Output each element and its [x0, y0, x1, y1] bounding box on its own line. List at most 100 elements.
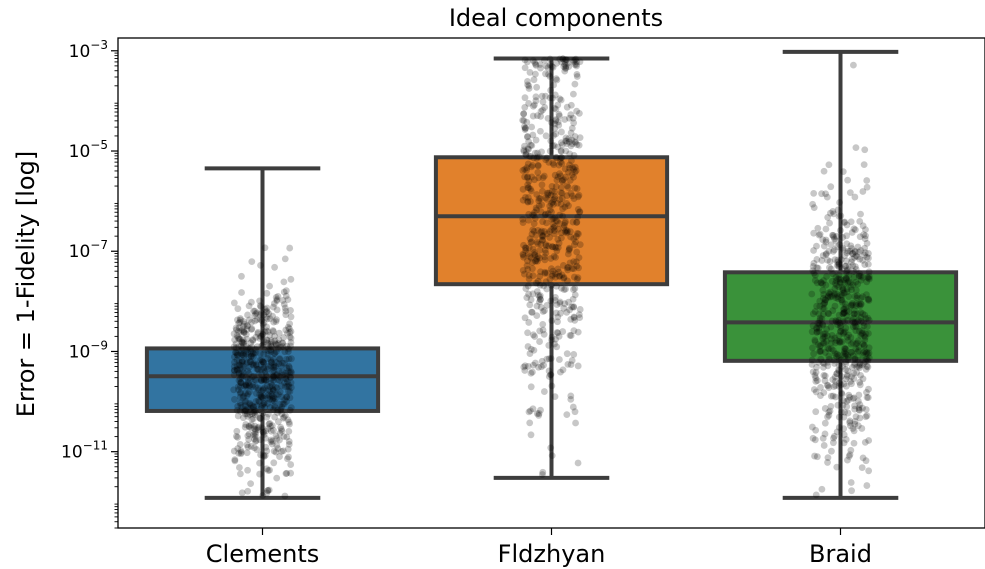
strip-point — [839, 310, 847, 317]
strip-point — [848, 286, 856, 294]
strip-point — [554, 225, 562, 233]
strip-point — [817, 355, 825, 363]
strip-point — [819, 335, 827, 343]
strip-point — [549, 220, 557, 228]
strip-point — [839, 351, 847, 359]
strip-point — [566, 161, 573, 169]
strip-point — [811, 436, 819, 444]
strip-point — [815, 328, 823, 335]
strip-point — [576, 134, 584, 142]
strip-point — [854, 280, 862, 288]
strip-point — [863, 183, 871, 191]
strip-point — [540, 388, 548, 395]
strip-point — [283, 393, 290, 401]
strip-point — [551, 230, 558, 238]
strip-point — [856, 378, 864, 386]
strip-point — [244, 412, 252, 420]
strip-point — [855, 406, 863, 413]
strip-point — [530, 249, 538, 256]
strip-point — [524, 362, 532, 370]
strip-point — [827, 335, 835, 343]
strip-point — [841, 262, 849, 270]
strip-point — [523, 262, 531, 270]
strip-point — [260, 384, 268, 392]
strip-point — [524, 133, 532, 140]
strip-point — [573, 73, 581, 80]
strip-point — [558, 284, 565, 292]
strip-point — [246, 382, 253, 389]
strip-point — [838, 389, 845, 397]
strip-point — [527, 345, 535, 353]
strip-point — [856, 401, 864, 409]
strip-point — [275, 336, 283, 343]
strip-point — [240, 352, 248, 360]
strip-point — [564, 277, 571, 285]
strip-point — [568, 265, 576, 273]
strip-point — [524, 181, 532, 189]
strip-point — [236, 389, 244, 397]
strip-point — [285, 325, 293, 333]
strip-point — [561, 58, 569, 66]
strip-point — [556, 155, 564, 162]
strip-point — [269, 368, 276, 376]
strip-point — [252, 376, 260, 384]
strip-point — [835, 332, 843, 340]
strip-point — [557, 368, 564, 376]
strip-point — [542, 249, 550, 257]
strip-point — [568, 124, 576, 132]
strip-point — [270, 447, 278, 455]
strip-point — [858, 327, 866, 334]
strip-point — [857, 300, 865, 308]
strip-point — [823, 193, 831, 201]
strip-point — [251, 376, 259, 384]
strip-point — [551, 227, 558, 235]
strip-point — [813, 328, 821, 336]
strip-point — [531, 251, 538, 259]
strip-point — [812, 368, 820, 376]
strip-point — [233, 427, 241, 435]
strip-point — [846, 451, 854, 459]
strip-point — [863, 253, 871, 261]
strip-point — [552, 309, 560, 317]
strip-point — [819, 280, 826, 288]
strip-point — [522, 148, 530, 156]
strip-point — [248, 319, 255, 326]
strip-point — [841, 252, 849, 260]
strip-point — [254, 426, 262, 434]
strip-point — [833, 370, 841, 378]
strip-point — [232, 340, 240, 348]
strip-point — [258, 356, 265, 364]
strip-point — [272, 383, 279, 391]
strip-point — [551, 214, 559, 222]
strip-point — [245, 302, 253, 310]
strip-point — [283, 393, 291, 401]
strip-point — [536, 246, 544, 254]
strip-point — [268, 338, 275, 346]
strip-point — [810, 247, 817, 254]
strip-point — [268, 343, 276, 351]
y-tick-label: 10−7 — [69, 238, 108, 262]
strip-point — [865, 344, 873, 352]
strip-point — [525, 82, 533, 90]
strip-point — [233, 362, 241, 370]
strip-point — [281, 411, 289, 419]
strip-point — [532, 97, 540, 105]
strip-point — [527, 431, 535, 439]
strip-point — [524, 250, 532, 257]
strip-point — [276, 429, 284, 437]
strip-point — [550, 132, 558, 139]
strip-point — [234, 351, 241, 359]
strip-point — [255, 397, 262, 404]
strip-point — [287, 306, 294, 314]
strip-point — [811, 308, 819, 315]
strip-point — [238, 373, 246, 381]
strip-point — [834, 318, 842, 326]
strip-point — [539, 187, 546, 195]
strip-point — [568, 157, 575, 165]
strip-point — [563, 227, 571, 235]
strip-point — [549, 63, 557, 71]
strip-point — [856, 255, 864, 263]
strip-point — [550, 224, 558, 232]
strip-point — [248, 258, 256, 266]
strip-point — [522, 244, 529, 252]
